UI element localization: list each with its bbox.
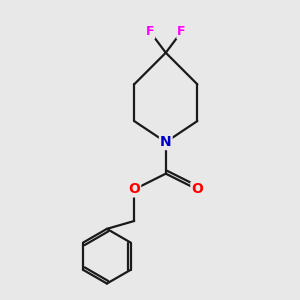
Text: F: F [177,25,186,38]
Text: O: O [191,182,203,197]
Text: F: F [146,25,154,38]
Text: O: O [128,182,140,197]
Text: N: N [160,135,172,149]
